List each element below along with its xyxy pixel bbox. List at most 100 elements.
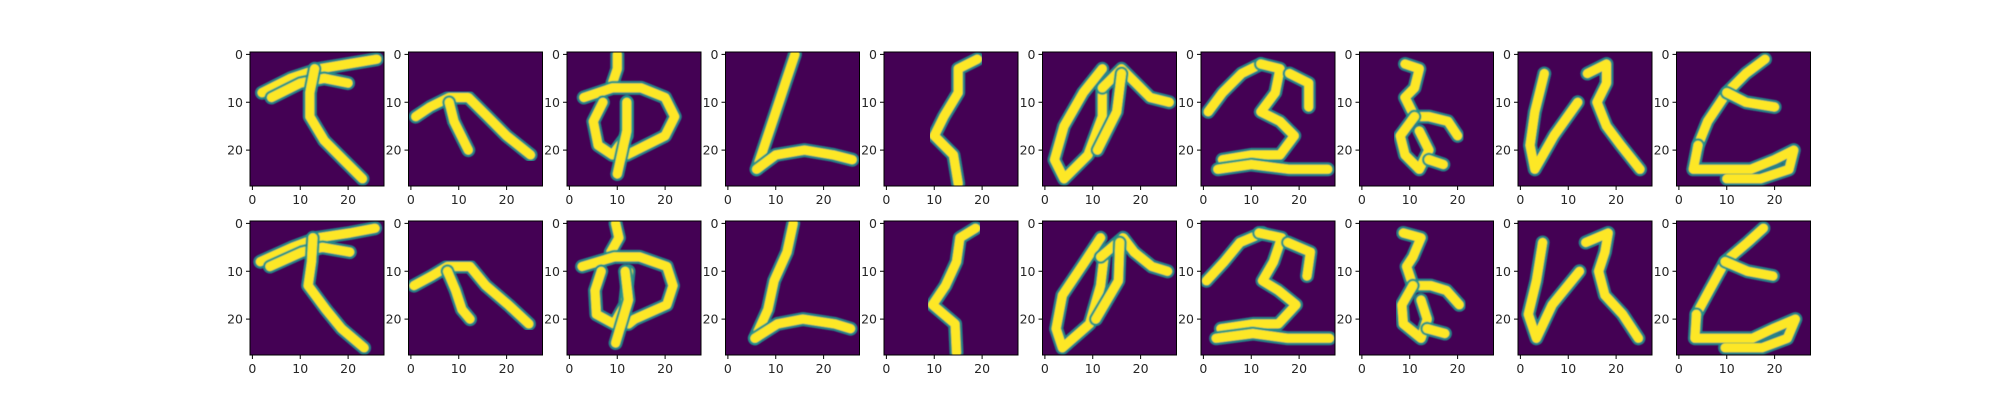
y-tick-label: 0 — [552, 216, 560, 231]
glyph — [1687, 221, 1803, 355]
x-tick-label: 0 — [1516, 361, 1524, 376]
stroke-core — [608, 52, 622, 88]
panel-6: 0 10 20 0 10 20 — [1020, 47, 1177, 207]
y-tick-label: 20 — [861, 312, 877, 327]
x-tick-label: 20 — [1450, 361, 1466, 376]
x-tick-label: 20 — [499, 361, 515, 376]
x-tick-label: 10 — [1243, 192, 1259, 207]
y-tick-label: 20 — [1020, 143, 1036, 158]
x-tick-label: 10 — [609, 361, 625, 376]
glyph — [1523, 57, 1647, 177]
x-tick-label: 10 — [926, 361, 942, 376]
x-tick-label: 0 — [882, 361, 890, 376]
stroke-core — [1688, 140, 1799, 184]
x-tick-label: 0 — [1358, 361, 1366, 376]
axes-frame — [883, 51, 1019, 187]
x-tick-label: 20 — [340, 192, 356, 207]
stroke-core — [1283, 238, 1315, 281]
y-tick-label: 10 — [1178, 95, 1194, 110]
x-tick-label: 0 — [882, 192, 890, 207]
stroke-core — [411, 93, 535, 160]
x-tick-label: 0 — [565, 361, 573, 376]
y-tick-label: 10 — [227, 264, 243, 279]
x-tick-label: 10 — [1560, 361, 1576, 376]
axes-frame — [249, 220, 385, 356]
axes-frame — [249, 51, 385, 187]
panel-4: 0 10 20 0 10 20 — [703, 47, 860, 207]
stroke-core — [1581, 228, 1643, 343]
y-tick-label: 10 — [861, 264, 877, 279]
glyph — [1201, 226, 1335, 346]
y-tick-label: 20 — [703, 312, 719, 327]
x-tick-label: 20 — [1450, 192, 1466, 207]
axes-frame — [566, 51, 702, 187]
x-tick-label: 10 — [1085, 192, 1101, 207]
stroke-core — [1213, 160, 1333, 174]
stroke-core — [1582, 59, 1645, 174]
panel-12: 0 10 20 0 10 20 — [386, 216, 543, 376]
x-tick-label: 10 — [926, 192, 942, 207]
y-tick-label: 20 — [544, 312, 560, 327]
y-tick-label: 10 — [1654, 264, 1670, 279]
y-tick-label: 20 — [703, 143, 719, 158]
axes-frame — [1676, 51, 1811, 187]
stroke-core — [1395, 112, 1434, 174]
y-tick-label: 10 — [703, 95, 719, 110]
stroke-core — [1722, 88, 1780, 112]
stroke-core — [929, 54, 982, 186]
panel-15: 0 10 20 0 10 20 — [861, 216, 1019, 376]
stroke-core — [1216, 228, 1301, 334]
panel-11: 0 10 20 0 10 20 — [227, 216, 385, 376]
y-tick-label: 10 — [1178, 264, 1194, 279]
stroke-core — [1422, 324, 1450, 338]
y-tick-label: 20 — [1337, 312, 1353, 327]
y-tick-label: 20 — [861, 143, 877, 158]
glyph — [408, 90, 538, 162]
stroke-core — [752, 52, 800, 174]
stroke-core — [612, 97, 632, 179]
stroke-core — [1400, 59, 1463, 141]
glyph — [1686, 52, 1801, 186]
panel-10: 0 10 20 0 10 20 — [1654, 47, 1811, 207]
panel-1: 0 10 20 0 10 20 — [227, 47, 385, 207]
axes-frame — [566, 220, 702, 356]
x-tick-label: 10 — [768, 361, 784, 376]
y-tick-label: 10 — [861, 95, 877, 110]
x-tick-label: 0 — [1358, 192, 1366, 207]
panel-3: 0 10 20 0 10 20 — [544, 47, 702, 207]
panel-8: 0 10 20 0 10 20 — [1337, 47, 1494, 207]
axes-frame — [1676, 220, 1811, 356]
stroke-core — [1211, 329, 1334, 343]
x-tick-label: 20 — [816, 192, 832, 207]
glyph — [408, 259, 536, 331]
x-tick-label: 20 — [1767, 361, 1783, 376]
axes-frame — [1359, 220, 1494, 356]
x-tick-label: 0 — [407, 361, 415, 376]
y-tick-label: 20 — [1020, 312, 1036, 327]
stroke-core — [1051, 233, 1109, 353]
stroke-core — [1525, 69, 1583, 174]
stroke-core — [752, 145, 857, 174]
stroke-core — [611, 266, 633, 348]
panel-background — [408, 52, 543, 186]
x-tick-label: 20 — [657, 192, 673, 207]
glyph — [747, 221, 858, 346]
x-tick-label: 10 — [1719, 361, 1735, 376]
panel-5: 0 10 20 0 10 20 — [861, 47, 1019, 207]
stroke-core — [750, 314, 856, 343]
panel-2: 0 10 20 0 10 20 — [386, 47, 543, 207]
axes-frame — [1359, 51, 1494, 187]
axes-frame — [1042, 51, 1177, 187]
y-tick-label: 20 — [544, 143, 560, 158]
panel-19: 0 10 20 0 10 20 — [1495, 216, 1653, 376]
x-tick-label: 10 — [451, 192, 467, 207]
y-tick-label: 20 — [227, 312, 243, 327]
y-tick-label: 0 — [1028, 216, 1036, 231]
axes-frame — [1200, 51, 1336, 187]
x-tick-label: 20 — [340, 361, 356, 376]
panel-17: 0 10 20 0 10 20 — [1178, 216, 1336, 376]
y-tick-label: 0 — [552, 47, 560, 62]
x-tick-label: 20 — [1608, 192, 1624, 207]
axes-frame — [408, 220, 543, 356]
y-tick-label: 0 — [711, 216, 719, 231]
